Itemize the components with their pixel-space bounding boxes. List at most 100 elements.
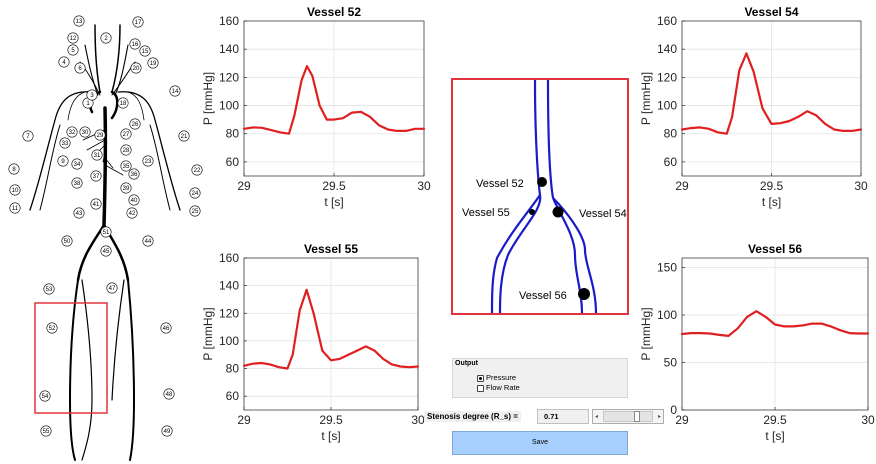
vessel-wall-line xyxy=(552,197,598,314)
chart-title: Vessel 54 xyxy=(744,5,798,19)
vessel-id-badge xyxy=(106,282,118,294)
vessel-id-badge xyxy=(189,187,201,199)
vessel-id-badge xyxy=(58,56,70,68)
vessel-id-badge xyxy=(169,85,181,97)
vessel-id-label: 22 xyxy=(194,168,201,174)
vessel-id-badge xyxy=(132,16,144,28)
vessel-id-label: 45 xyxy=(103,249,110,255)
slider-left-arrow-icon[interactable]: ◂ xyxy=(595,414,599,420)
vessel-id-badge xyxy=(90,198,102,210)
artery-line xyxy=(114,44,129,96)
vessel-id-badge xyxy=(9,202,21,214)
chart-vessel-56: 0 50 100 150 29 29.5 30 Vessel 56 t [s] P [mmHg] xyxy=(639,242,875,443)
vessel-marker xyxy=(552,206,564,218)
vessel-id-badge xyxy=(91,149,103,161)
y-tick-label: 60 xyxy=(664,155,678,169)
flowrate-radio[interactable]: Flow Rate xyxy=(477,383,557,393)
vessel-id-label: 21 xyxy=(181,134,188,140)
pressure-trace-line xyxy=(242,288,420,370)
chart-vessel-55: 60 80 100 120 140 160 29 29.5 30 Vessel 55 t [s] P … xyxy=(201,242,425,443)
vessel-id-badge xyxy=(128,194,140,206)
chart-vessel-52: 60 80 100 120 140 160 29 29.5 30 Vessel 52 t [s] P … xyxy=(201,5,431,209)
y-tick-label: 100 xyxy=(657,99,677,113)
vessel-id-badge xyxy=(163,388,175,400)
chart-title: Vessel 55 xyxy=(304,242,358,256)
vessel-id-badge xyxy=(129,118,141,130)
x-axis-label: t [s] xyxy=(324,195,343,209)
stenosis-value-field[interactable]: 0.71 xyxy=(537,409,589,424)
x-tick-label: 29 xyxy=(675,179,689,193)
vessel-id-badge xyxy=(142,235,154,247)
y-tick-label: 80 xyxy=(664,127,678,141)
arm-artery-line xyxy=(29,91,94,211)
vessel-id-label: 2 xyxy=(104,36,108,42)
artery-line xyxy=(102,151,106,163)
artery-line xyxy=(149,124,171,211)
slider-thumb[interactable] xyxy=(634,411,641,422)
vessel-id-badge xyxy=(120,160,132,172)
stenosis-detail-view: Vessel 52 Vessel 55 Vessel 54 Vessel 56 xyxy=(451,78,629,315)
vessel-id-badge xyxy=(79,126,91,138)
vessel-id-label: 38 xyxy=(74,181,81,187)
vessel-52-label: Vessel 52 xyxy=(476,178,524,190)
descending-aorta-line xyxy=(102,106,108,227)
y-tick-label: 50 xyxy=(664,356,678,370)
vessel-55-label: Vessel 55 xyxy=(462,207,510,219)
artery-line xyxy=(104,157,114,169)
vessel-id-label: 5 xyxy=(71,48,75,54)
vessel-id-badge xyxy=(142,155,154,167)
slider-track[interactable] xyxy=(603,411,653,422)
chart-area: 60 80 100 120 140 160 29 29.5 30 Vessel 52 t [s] P … xyxy=(201,5,875,443)
vessel-id-badge xyxy=(191,164,203,176)
vessel-id-label: 15 xyxy=(142,49,149,55)
y-tick-label: 120 xyxy=(219,306,239,320)
artery-line xyxy=(81,279,93,461)
vessel-id-label: 41 xyxy=(93,202,100,208)
vessel-id-badge xyxy=(9,184,21,196)
vessel-id-badge xyxy=(160,322,172,334)
vessel-id-badge xyxy=(161,425,173,437)
y-tick-label: 80 xyxy=(226,362,240,376)
stenosis-slider[interactable]: ◂ ▸ xyxy=(592,409,664,424)
vessel-id-badge xyxy=(117,97,129,109)
vessel-id-label: 35 xyxy=(123,164,130,170)
vessel-id-badge xyxy=(67,32,79,44)
aortic-arch-line xyxy=(110,90,119,120)
vessel-id-badge xyxy=(178,130,190,142)
vessel-id-badge xyxy=(59,137,71,149)
y-axis-label: P [mmHg] xyxy=(639,72,653,125)
vessel-id-label: 32 xyxy=(69,130,76,136)
vessel-id-badge xyxy=(100,245,112,257)
x-tick-label: 29.5 xyxy=(319,413,343,427)
vessel-id-badge xyxy=(128,168,140,180)
flowrate-radio-button[interactable] xyxy=(477,385,484,392)
vessel-id-label: 28 xyxy=(123,148,130,154)
save-button[interactable]: Save xyxy=(452,431,628,455)
vessel-id-badge xyxy=(43,283,55,295)
vessel-id-badge xyxy=(86,89,98,101)
highlight-region-box xyxy=(34,302,108,414)
vessel-id-label: 48 xyxy=(166,392,173,398)
vessel-id-badge xyxy=(22,130,34,142)
x-tick-label: 30 xyxy=(417,179,431,193)
vessel-id-label: 7 xyxy=(26,134,30,140)
stenosis-label: Stenosis degree (R_s) = xyxy=(424,411,521,422)
vessel-wall-line xyxy=(490,194,541,314)
y-tick-label: 140 xyxy=(219,42,239,56)
pressure-radio[interactable]: Pressure xyxy=(477,373,557,383)
y-tick-label: 100 xyxy=(219,99,239,113)
vessel-id-label: 16 xyxy=(132,42,139,48)
output-panel-title: Output xyxy=(455,360,478,367)
vessel-id-label: 53 xyxy=(46,287,53,293)
vessel-id-label: 17 xyxy=(135,20,142,26)
x-axis-label: t [s] xyxy=(765,429,784,443)
vessel-id-label: 12 xyxy=(70,36,77,42)
slider-right-arrow-icon[interactable]: ▸ xyxy=(657,414,661,420)
arm-artery-line xyxy=(117,91,181,211)
vessel-id-label: 47 xyxy=(109,286,116,292)
x-tick-label: 29.5 xyxy=(763,413,787,427)
vessel-id-badge xyxy=(46,322,58,334)
vessel-id-badge xyxy=(74,62,86,74)
vessel-id-badge xyxy=(94,129,106,141)
